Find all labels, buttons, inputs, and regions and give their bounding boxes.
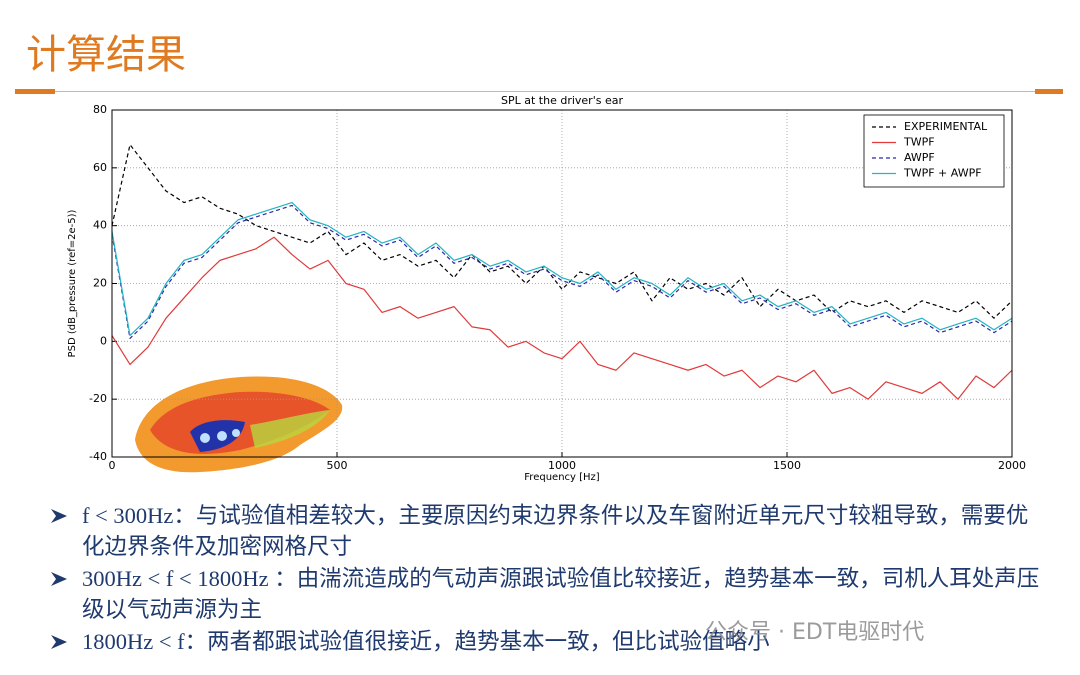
series-line [111, 236, 1013, 400]
plot-frame [111, 109, 1013, 458]
series-line [111, 201, 1013, 337]
x-tick-label: 1000 [548, 459, 576, 472]
accent-bar [15, 89, 55, 94]
watermark: 公众号 · EDT电驱时代 [705, 620, 925, 645]
bullet-text: 300Hz < f < 1800Hz ：由湍流造成的气动声源跟试验值比较接近，趋… [82, 566, 1040, 622]
legend-label: TWPF + AWPF [903, 167, 982, 180]
legend-label: EXPERIMENTAL [904, 120, 988, 133]
x-tick-label: 500 [327, 459, 348, 472]
y-tick-label: 60 [93, 161, 107, 174]
y-tick-label: 80 [93, 103, 107, 116]
bullet-list: f < 300Hz：与试验值相差较大，主要原因约束边界条件以及车窗附近单元尺寸较… [50, 500, 1050, 658]
bullet: f < 300Hz：与试验值相差较大，主要原因约束边界条件以及车窗附近单元尺寸较… [50, 500, 1050, 562]
y-tick-label: 40 [93, 219, 107, 232]
y-tick-label: -20 [89, 392, 107, 405]
y-tick-label: 20 [93, 277, 107, 290]
bullet-arrow [51, 572, 67, 586]
x-axis-label: Frequency [Hz] [524, 472, 600, 483]
legend-label: AWPF [904, 151, 935, 164]
bullet-text: 1800Hz < f：两者都跟试验值很接近，趋势基本一致，但比试验值略小 [82, 629, 770, 654]
bullet: 300Hz < f < 1800Hz ：由湍流造成的气动声源跟试验值比较接近，趋… [50, 563, 1050, 625]
bullet: 1800Hz < f：两者都跟试验值很接近，趋势基本一致，但比试验值略小 [50, 626, 1050, 657]
slide-title: 计算结果 [26, 32, 186, 78]
y-tick-label: -40 [89, 450, 107, 463]
legend-label: TWPF [903, 136, 935, 149]
accent-bar [1035, 89, 1063, 94]
car-model [135, 376, 343, 473]
x-tick-label: 2000 [998, 459, 1026, 472]
bullet-arrow [51, 509, 67, 523]
y-tick-label: 0 [100, 334, 107, 347]
chart-title: SPL at the driver's ear [501, 94, 623, 107]
y-axis-label: PSD (dB_pressure (ref=2e-5)) [67, 209, 78, 357]
x-tick-label: 0 [109, 459, 116, 472]
bullet-text: f < 300Hz：与试验值相差较大，主要原因约束边界条件以及车窗附近单元尺寸较… [82, 503, 1029, 559]
bullet-arrow [51, 635, 67, 649]
x-tick-label: 1500 [773, 459, 801, 472]
series-line [111, 204, 1013, 340]
